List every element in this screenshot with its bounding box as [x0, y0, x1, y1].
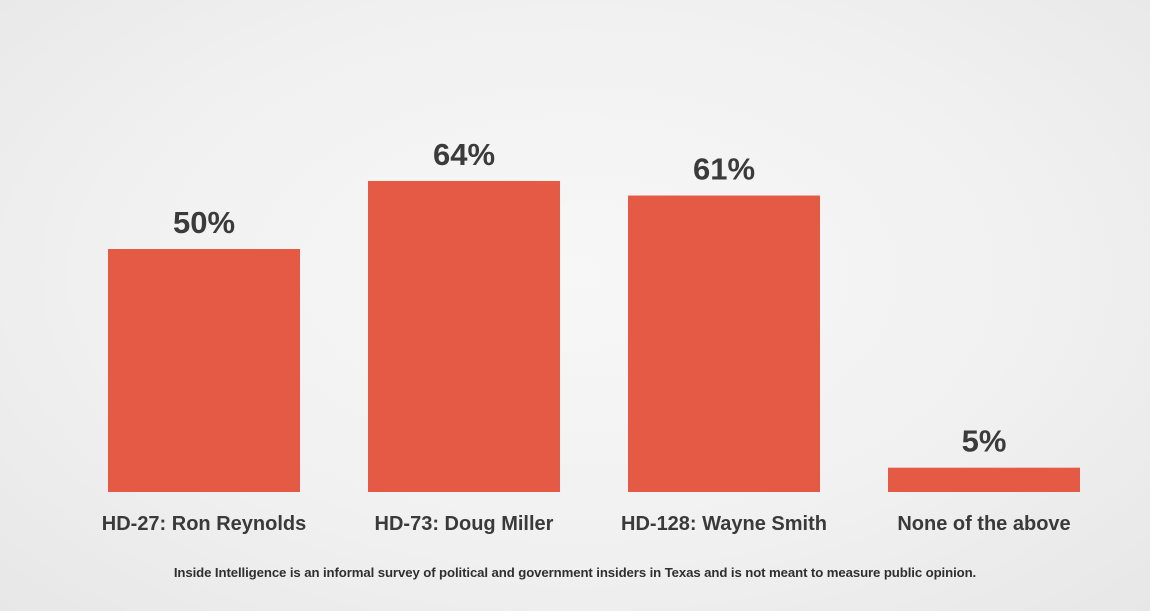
bar-value-label-3: 5% — [962, 424, 1007, 459]
bar-2 — [628, 195, 820, 493]
value-labels-layer: 50% 64% 61% 5% — [173, 137, 1006, 459]
bar-value-label-0: 50% — [173, 205, 235, 240]
category-label-1: HD-73: Doug Miller — [375, 513, 554, 535]
bar-value-label-1: 64% — [433, 137, 495, 172]
category-label-0: HD-27: Ron Reynolds — [102, 513, 306, 535]
footnote: Inside Intelligence is an informal surve… — [173, 565, 977, 580]
category-label-3: None of the above — [897, 513, 1070, 535]
bars-layer — [108, 180, 1080, 493]
bar-1 — [368, 180, 560, 492]
bar-3 — [888, 467, 1080, 492]
bar-0 — [108, 249, 300, 492]
bar-value-label-2: 61% — [693, 152, 755, 187]
category-label-2: HD-128: Wayne Smith — [621, 513, 827, 535]
category-labels-layer: HD-27: Ron Reynolds HD-73: Doug Miller HD-… — [102, 513, 1071, 535]
